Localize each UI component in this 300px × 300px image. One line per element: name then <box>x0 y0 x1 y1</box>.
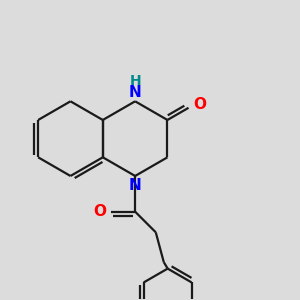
Text: N: N <box>129 178 142 193</box>
Text: O: O <box>93 204 106 219</box>
Text: N: N <box>129 85 142 100</box>
Text: H: H <box>129 74 141 88</box>
Text: O: O <box>194 97 206 112</box>
